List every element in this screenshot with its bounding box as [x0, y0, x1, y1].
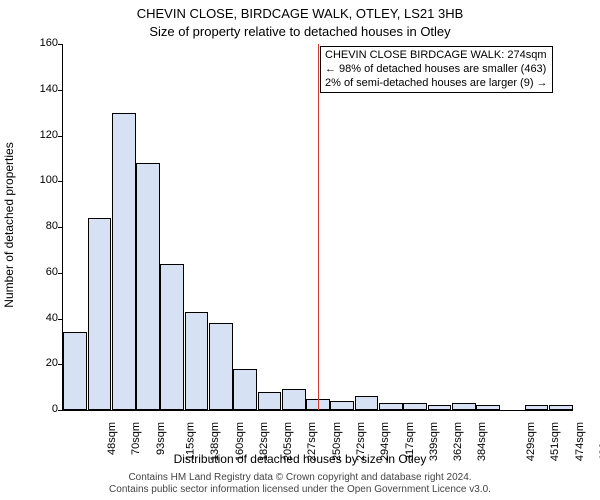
annotation-box: CHEVIN CLOSE BIRDCAGE WALK: 274sqm← 98% … — [320, 46, 553, 93]
property-size-chart: CHEVIN CLOSE, BIRDCAGE WALK, OTLEY, LS21… — [0, 0, 600, 500]
y-axis-label: Number of detached properties — [2, 142, 16, 307]
footer-line2: Contains public sector information licen… — [0, 484, 600, 496]
y-tick-mark — [58, 319, 62, 320]
bar — [209, 323, 233, 410]
bar — [330, 401, 354, 410]
y-tick-mark — [58, 410, 62, 411]
bar — [428, 405, 452, 410]
bar — [160, 264, 184, 410]
y-tick-label: 20 — [36, 357, 58, 369]
y-tick-mark — [58, 273, 62, 274]
y-tick-label: 100 — [36, 174, 58, 186]
plot-area: CHEVIN CLOSE BIRDCAGE WALK: 274sqm← 98% … — [62, 44, 573, 411]
reference-line — [318, 44, 319, 410]
bar — [258, 392, 282, 410]
y-tick-label: 40 — [36, 312, 58, 324]
y-tick-mark — [58, 364, 62, 365]
chart-footer: Contains HM Land Registry data © Crown c… — [0, 472, 600, 496]
annotation-line: CHEVIN CLOSE BIRDCAGE WALK: 274sqm — [325, 49, 548, 63]
y-tick-label: 0 — [36, 403, 58, 415]
bar — [282, 389, 306, 410]
bar — [403, 403, 427, 410]
bar — [525, 405, 549, 410]
bar — [476, 405, 500, 410]
y-tick-label: 160 — [36, 37, 58, 49]
bar — [185, 312, 209, 410]
chart-subtitle: Size of property relative to detached ho… — [0, 24, 600, 39]
y-tick-mark — [58, 90, 62, 91]
bar — [112, 113, 136, 410]
bar — [233, 369, 257, 410]
annotation-line: 2% of semi-detached houses are larger (9… — [325, 77, 548, 91]
x-tick-label: 93sqm — [155, 422, 167, 455]
y-tick-mark — [58, 181, 62, 182]
annotation-line: ← 98% of detached houses are smaller (46… — [325, 63, 548, 77]
y-tick-mark — [58, 136, 62, 137]
bar — [379, 403, 403, 410]
y-tick-label: 140 — [36, 83, 58, 95]
x-axis-label: Distribution of detached houses by size … — [0, 452, 600, 466]
y-tick-label: 60 — [36, 266, 58, 278]
bar — [88, 218, 112, 410]
x-tick-label: 70sqm — [130, 422, 142, 455]
bar — [63, 332, 87, 410]
y-tick-mark — [58, 44, 62, 45]
footer-line1: Contains HM Land Registry data © Crown c… — [0, 472, 600, 484]
y-tick-mark — [58, 227, 62, 228]
bar — [452, 403, 476, 410]
bar — [549, 405, 573, 410]
x-tick-label: 48sqm — [106, 422, 118, 455]
bar — [136, 163, 160, 410]
y-tick-label: 120 — [36, 129, 58, 141]
bar — [355, 396, 379, 410]
chart-title: CHEVIN CLOSE, BIRDCAGE WALK, OTLEY, LS21… — [0, 6, 600, 21]
y-tick-label: 80 — [36, 220, 58, 232]
